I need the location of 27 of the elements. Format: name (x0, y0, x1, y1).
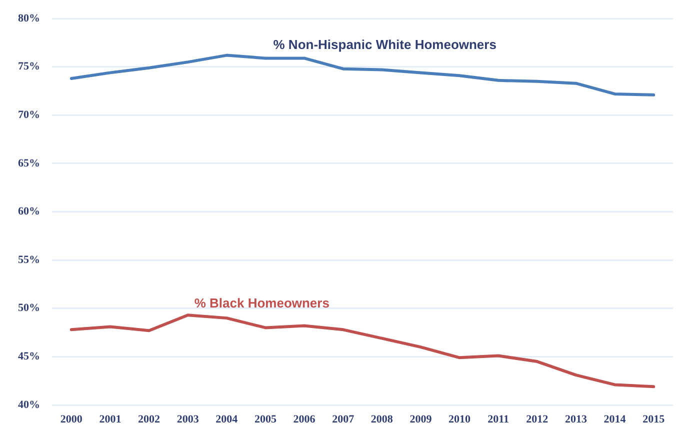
x-tick-label: 2013 (564, 413, 588, 426)
y-tick-label: 55% (18, 254, 40, 266)
x-tick-label: 2014 (604, 413, 626, 426)
x-tick-label: 2002 (138, 413, 161, 426)
series-label: % Black Homeowners (194, 295, 330, 310)
x-tick-label: 2015 (642, 413, 666, 426)
x-tick-label: 2004 (216, 413, 238, 426)
x-tick-label: 2006 (293, 413, 316, 426)
x-tick-label: 2000 (60, 413, 83, 426)
x-tick-label: 2001 (99, 413, 122, 426)
y-tick-label: 80% (18, 12, 40, 24)
y-tick-label: 65% (18, 157, 40, 170)
y-tick-label: 75% (18, 60, 40, 73)
x-tick-label: 2010 (448, 413, 472, 426)
y-tick-label: 50% (18, 302, 40, 314)
x-tick-label: 2009 (410, 413, 432, 426)
x-tick-label: 2007 (332, 413, 355, 426)
y-tick-label: 60% (18, 206, 40, 218)
y-tick-label: 70% (18, 109, 40, 122)
x-tick-label: 2011 (488, 413, 510, 426)
series-label: % Non-Hispanic White Homeowners (273, 37, 496, 52)
x-tick-label: 2008 (370, 413, 394, 426)
x-tick-label: 2003 (176, 413, 200, 426)
y-tick-label: 45% (18, 350, 40, 363)
x-tick-label: 2012 (526, 413, 549, 426)
y-tick-label: 40% (18, 398, 40, 411)
x-tick-label: 2005 (254, 413, 277, 426)
